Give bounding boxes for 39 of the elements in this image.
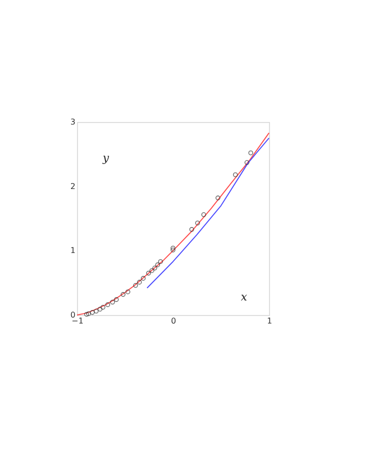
point xyxy=(94,308,99,314)
x-axis-title: x xyxy=(240,290,248,304)
point xyxy=(146,270,151,276)
point xyxy=(120,292,126,297)
point xyxy=(137,280,142,285)
point xyxy=(170,246,176,250)
point xyxy=(189,227,194,232)
y-tick-label: 2 xyxy=(70,182,76,191)
point xyxy=(98,306,102,312)
point xyxy=(114,297,119,302)
y-tick-label: 3 xyxy=(70,118,76,126)
point xyxy=(140,276,146,281)
y-tick-label: 0 xyxy=(70,310,76,320)
point xyxy=(84,312,89,317)
x-tick-label: 0 xyxy=(170,316,176,326)
point xyxy=(110,300,115,305)
y-axis-title: y xyxy=(102,152,110,165)
point xyxy=(233,172,238,178)
point xyxy=(195,220,200,226)
point xyxy=(100,304,106,310)
point xyxy=(105,302,110,308)
point xyxy=(125,289,130,294)
line-series xyxy=(146,138,270,288)
point xyxy=(86,311,91,316)
point xyxy=(152,266,158,270)
point xyxy=(158,259,163,264)
y-tick-label: 1 xyxy=(70,246,76,256)
point xyxy=(201,212,206,218)
point xyxy=(170,248,176,252)
x-tick-label: −1 xyxy=(72,316,84,326)
point xyxy=(216,196,220,200)
point xyxy=(244,160,250,165)
point xyxy=(149,268,154,274)
line-series xyxy=(76,132,270,316)
x-tick-label: 1 xyxy=(266,316,272,326)
point xyxy=(133,283,138,288)
point xyxy=(248,150,254,156)
point xyxy=(90,310,95,315)
point xyxy=(155,262,160,268)
